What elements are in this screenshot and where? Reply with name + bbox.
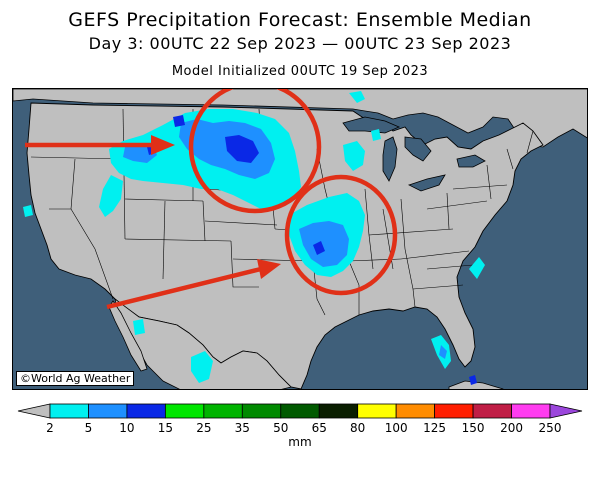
color-scale-legend: 2 5 10 15 25 35 50 65 80 100 125 150 200 250 mm (17, 403, 583, 449)
great-lakes (342, 116, 486, 192)
color-scale-tick-label: 50 (273, 421, 288, 435)
color-scale-box (434, 403, 474, 419)
color-scale-box (318, 403, 359, 419)
color-scale-box (511, 403, 551, 419)
color-scale-box (357, 403, 397, 419)
color-scale-tick-label: 10 (119, 421, 134, 435)
color-scale-labels: 2 5 10 15 25 35 50 65 80 100 125 150 200 250 (46, 421, 561, 435)
color-scale-tick-label: 125 (423, 421, 446, 435)
annotations (25, 89, 398, 310)
color-scale-box (49, 403, 89, 419)
color-scale-boxes (17, 403, 583, 419)
color-scale-tick-label: 100 (385, 421, 408, 435)
color-scale-tick-label: 15 (158, 421, 173, 435)
annotation-arrow-northwest-head (151, 135, 175, 155)
color-scale-tick-label: 80 (350, 421, 365, 435)
precipitation-map: ©World Ag Weather (12, 88, 588, 390)
color-scale-tick-label: 5 (85, 421, 93, 435)
color-scale-tick-label: 35 (235, 421, 250, 435)
precip-10-15mm (147, 115, 477, 385)
color-scale-box (241, 403, 282, 419)
color-scale-tick-label: 2 (46, 421, 54, 435)
color-scale-unit: mm (288, 435, 311, 449)
color-scale-over-arrow (549, 403, 583, 419)
color-scale-tick-label: 250 (539, 421, 562, 435)
color-scale-box (88, 403, 128, 419)
annotation-circle-mississippi-valley (284, 174, 398, 296)
color-scale-tick-label: 25 (196, 421, 211, 435)
color-scale-box (395, 403, 436, 419)
color-scale-box (203, 403, 243, 419)
color-scale-box (126, 403, 166, 419)
color-scale-box (280, 403, 320, 419)
annotation-circle-northern-plains (188, 89, 322, 214)
color-scale-box (164, 403, 205, 419)
annotation-arrow-southwest-shaft (106, 266, 262, 310)
cuba-land (448, 380, 504, 389)
baja-california-land (108, 300, 148, 372)
canada-land (13, 89, 587, 148)
color-scale-tick-label: 150 (462, 421, 485, 435)
chart-title: GEFS Precipitation Forecast: Ensemble Me… (68, 9, 532, 31)
model-init-time: Model Initialized 00UTC 19 Sep 2023 (171, 64, 429, 79)
annotation-arrow-southwest-head (257, 259, 281, 279)
color-scale-box (472, 403, 512, 419)
color-scale-tick-label: 200 (500, 421, 523, 435)
color-scale-under-arrow (17, 403, 51, 419)
color-scale-tick-label: 65 (312, 421, 327, 435)
credit-label: ©World Ag Weather (16, 371, 135, 386)
map-canvas (13, 89, 587, 389)
forecast-period: Day 3: 00UTC 22 Sep 2023 — 00UTC 23 Sep … (88, 34, 512, 53)
